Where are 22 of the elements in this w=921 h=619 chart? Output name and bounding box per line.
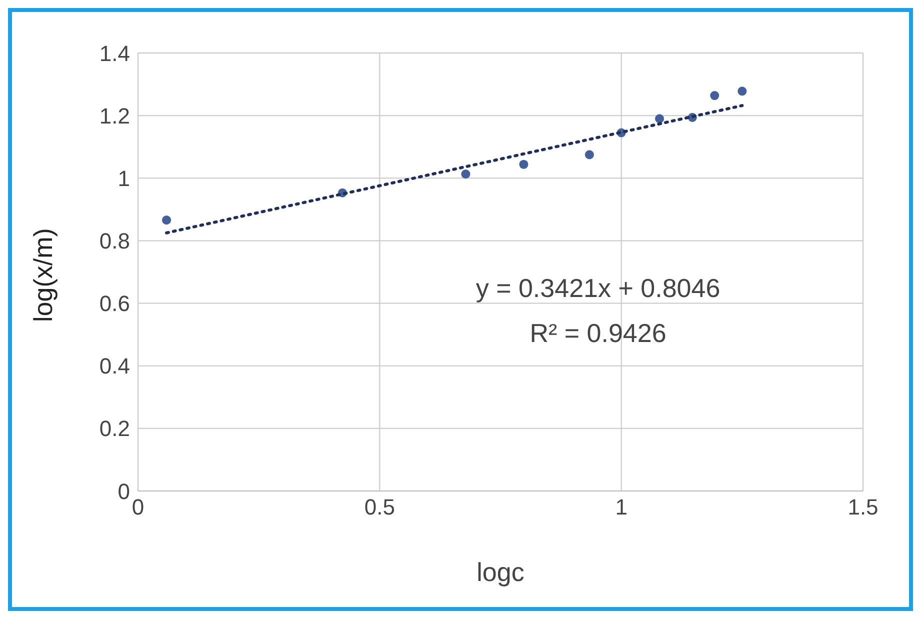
x-tick-label: 0.5 bbox=[364, 494, 395, 520]
point bbox=[162, 216, 172, 225]
y-axis-title: log(x/m) bbox=[28, 228, 58, 322]
point bbox=[710, 91, 720, 100]
annotation: y = 0.3421x + 0.8046 bbox=[474, 273, 722, 304]
point bbox=[655, 114, 664, 124]
x-tick-label: 1.5 bbox=[848, 494, 878, 520]
point bbox=[584, 150, 594, 160]
y-tick-label: 0 bbox=[118, 478, 130, 504]
point bbox=[738, 86, 747, 96]
y-tick-label: 1 bbox=[118, 166, 130, 191]
annotation: R² = 0.9426 bbox=[528, 318, 668, 349]
y-tick-label: 1.2 bbox=[99, 103, 130, 128]
point bbox=[461, 170, 470, 179]
y-tick-label: 1.4 bbox=[99, 40, 130, 66]
y-tick-label: 0.4 bbox=[99, 354, 130, 379]
y-tick-label: 0.2 bbox=[99, 416, 130, 442]
x-axis-title: logc bbox=[476, 557, 524, 587]
y-tick-label: 0.6 bbox=[99, 291, 130, 316]
point bbox=[519, 160, 528, 169]
y-tick-label: 0.8 bbox=[99, 228, 130, 254]
x-tick-label: 1 bbox=[615, 494, 628, 520]
